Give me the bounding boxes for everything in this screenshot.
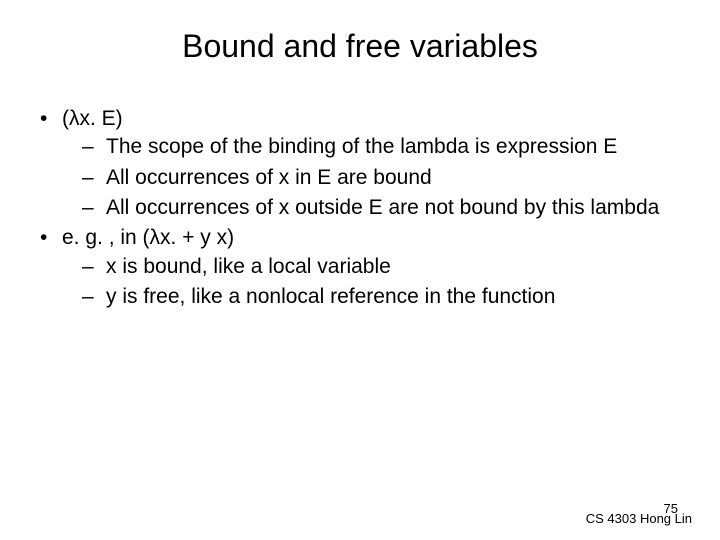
bullet-list: (λx. E) The scope of the binding of the … [40, 105, 680, 311]
sub-bullet-text: All occurrences of x in E are bound [106, 166, 432, 189]
bullet-text: (λx. E) [62, 107, 123, 130]
sub-bullet-text: The scope of the binding of the lambda i… [106, 135, 617, 158]
bullet-item: (λx. E) The scope of the binding of the … [40, 105, 680, 222]
sub-bullet-item: y is free, like a nonlocal reference in … [82, 283, 680, 311]
bullet-item: e. g. , in (λx. + y x) x is bound, like … [40, 224, 680, 311]
sub-bullet-item: The scope of the binding of the lambda i… [82, 133, 680, 161]
footer-course: CS 4303 Hong Lin [586, 512, 692, 526]
sub-bullet-text: y is free, like a nonlocal reference in … [106, 285, 555, 308]
sub-bullet-item: All occurrences of x outside E are not b… [82, 194, 680, 222]
slide: Bound and free variables (λx. E) The sco… [0, 0, 720, 540]
bullet-text: e. g. , in (λx. + y x) [62, 226, 234, 249]
slide-title: Bound and free variables [0, 0, 720, 75]
sub-bullet-text: x is bound, like a local variable [106, 255, 391, 278]
sub-bullet-list: x is bound, like a local variable y is f… [62, 253, 680, 312]
slide-body: (λx. E) The scope of the binding of the … [0, 75, 720, 311]
sub-bullet-text: All occurrences of x outside E are not b… [106, 196, 659, 219]
sub-bullet-item: All occurrences of x in E are bound [82, 164, 680, 192]
sub-bullet-list: The scope of the binding of the lambda i… [62, 133, 680, 222]
sub-bullet-item: x is bound, like a local variable [82, 253, 680, 281]
